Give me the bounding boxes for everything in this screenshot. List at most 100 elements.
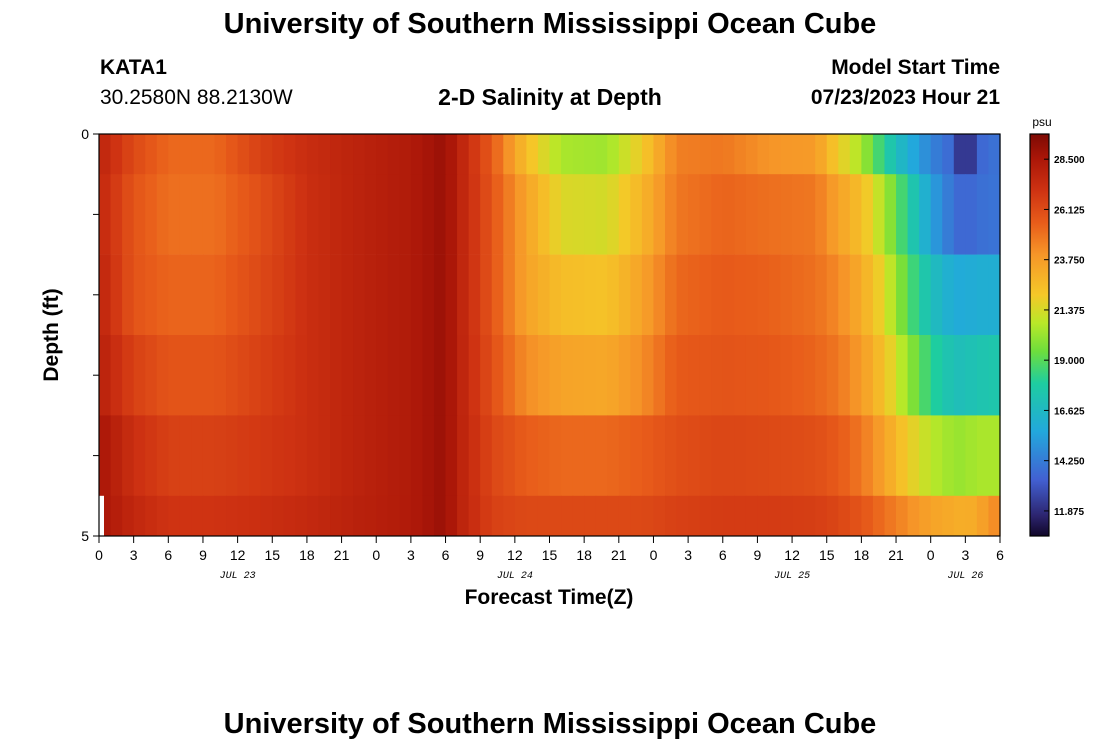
heatmap-cell <box>688 254 701 336</box>
colorbar-unit: psu <box>1032 115 1051 129</box>
heatmap-cell <box>237 134 250 175</box>
heatmap-cell <box>711 335 724 416</box>
x-tick-label: 0 <box>927 547 935 563</box>
heatmap-cell <box>792 254 805 336</box>
heatmap-cell <box>156 174 169 255</box>
heatmap-cell <box>930 495 943 537</box>
heatmap-cell <box>872 415 886 497</box>
heatmap-cell <box>595 415 608 497</box>
heatmap-cell <box>191 495 204 537</box>
heatmap-cell <box>156 415 169 497</box>
heatmap-cell <box>99 134 112 175</box>
heatmap-cell <box>387 254 400 336</box>
heatmap-cell <box>549 335 562 416</box>
heatmap-cell <box>272 134 285 175</box>
heatmap-cell <box>260 335 273 416</box>
heatmap-cell <box>110 335 123 416</box>
heatmap-cell <box>249 174 262 255</box>
heatmap-cell <box>457 174 470 255</box>
heatmap-cell <box>607 134 620 175</box>
heatmap-cell <box>330 415 343 497</box>
heatmap-cell <box>734 134 747 175</box>
x-tick-label: 21 <box>611 547 627 563</box>
colorbar-tick-label: 19.000 <box>1054 356 1085 367</box>
x-tick-label: 6 <box>996 547 1004 563</box>
heatmap-cell <box>457 134 470 175</box>
heatmap-cell <box>953 495 966 537</box>
heatmap-cell <box>803 134 816 175</box>
heatmap-cell <box>110 174 123 255</box>
heatmap-cell <box>641 335 655 416</box>
heatmap-cell <box>976 335 990 416</box>
heatmap-cell <box>433 495 447 537</box>
heatmap-cell <box>514 495 527 537</box>
heatmap-cell <box>803 254 816 336</box>
heatmap-cell <box>618 254 631 336</box>
heatmap-cell <box>965 134 978 175</box>
heatmap-cell <box>607 254 620 336</box>
heatmap-cell <box>815 134 828 175</box>
heatmap-cell <box>965 495 978 537</box>
footer-title: University of Southern Mississippi Ocean… <box>223 708 877 740</box>
heatmap-cell <box>838 134 851 175</box>
heatmap-cell <box>295 335 308 416</box>
heatmap-cell <box>803 415 816 497</box>
heatmap-cell <box>572 335 585 416</box>
heatmap-cell <box>445 415 458 497</box>
heatmap-cell <box>641 174 655 255</box>
heatmap-cell <box>122 495 135 537</box>
heatmap-cell <box>861 254 874 336</box>
heatmap-cell <box>988 254 1001 336</box>
heatmap-cell <box>445 495 458 537</box>
heatmap-cell <box>665 134 678 175</box>
x-tick-label: 0 <box>95 547 103 563</box>
heatmap-cell <box>745 335 759 416</box>
heatmap-cell <box>226 495 239 537</box>
heatmap-cells <box>99 134 1001 537</box>
heatmap-cell <box>145 174 158 255</box>
heatmap-cell <box>641 415 655 497</box>
heatmap-cell <box>607 174 620 255</box>
heatmap-cell <box>376 335 389 416</box>
colorbar-tick-label: 21.375 <box>1054 306 1085 317</box>
heatmap-cell <box>872 254 886 336</box>
x-tick-label: 18 <box>576 547 592 563</box>
x-date-label: JUL 26 <box>947 571 983 582</box>
heatmap-cell <box>503 415 516 497</box>
heatmap-cell <box>202 495 216 537</box>
heatmap-cell <box>688 134 701 175</box>
heatmap-cell <box>907 174 920 255</box>
heatmap-cell <box>156 254 169 336</box>
heatmap-cell <box>145 415 158 497</box>
heatmap-cell <box>641 495 655 537</box>
heatmap-cell <box>526 134 539 175</box>
heatmap-cell <box>976 495 990 537</box>
heatmap-cell <box>780 254 793 336</box>
heatmap-cell <box>549 174 562 255</box>
heatmap-cell <box>653 174 666 255</box>
heatmap-cell <box>272 254 285 336</box>
station-coordinates: 30.2580N 88.2130W <box>100 86 293 109</box>
heatmap-cell <box>953 134 966 175</box>
colorbar-tick-label: 23.750 <box>1054 256 1085 267</box>
heatmap-cell <box>699 495 712 537</box>
heatmap-cell <box>861 134 874 175</box>
heatmap-cell <box>457 254 470 336</box>
heatmap-cell <box>376 254 389 336</box>
heatmap-cell <box>572 134 585 175</box>
heatmap-cell <box>433 415 447 497</box>
x-tick-label: 9 <box>754 547 762 563</box>
heatmap-cell <box>364 495 377 537</box>
heatmap-cell <box>849 254 862 336</box>
heatmap-cell <box>468 254 481 336</box>
heatmap-cell <box>445 134 458 175</box>
heatmap-cell <box>214 134 227 175</box>
x-tick-label: 9 <box>199 547 207 563</box>
heatmap-cell <box>387 174 400 255</box>
heatmap-cell <box>376 134 389 175</box>
heatmap-cell <box>353 134 366 175</box>
heatmap-cell <box>549 254 562 336</box>
heatmap-cell <box>653 254 666 336</box>
heatmap-cell <box>561 415 574 497</box>
